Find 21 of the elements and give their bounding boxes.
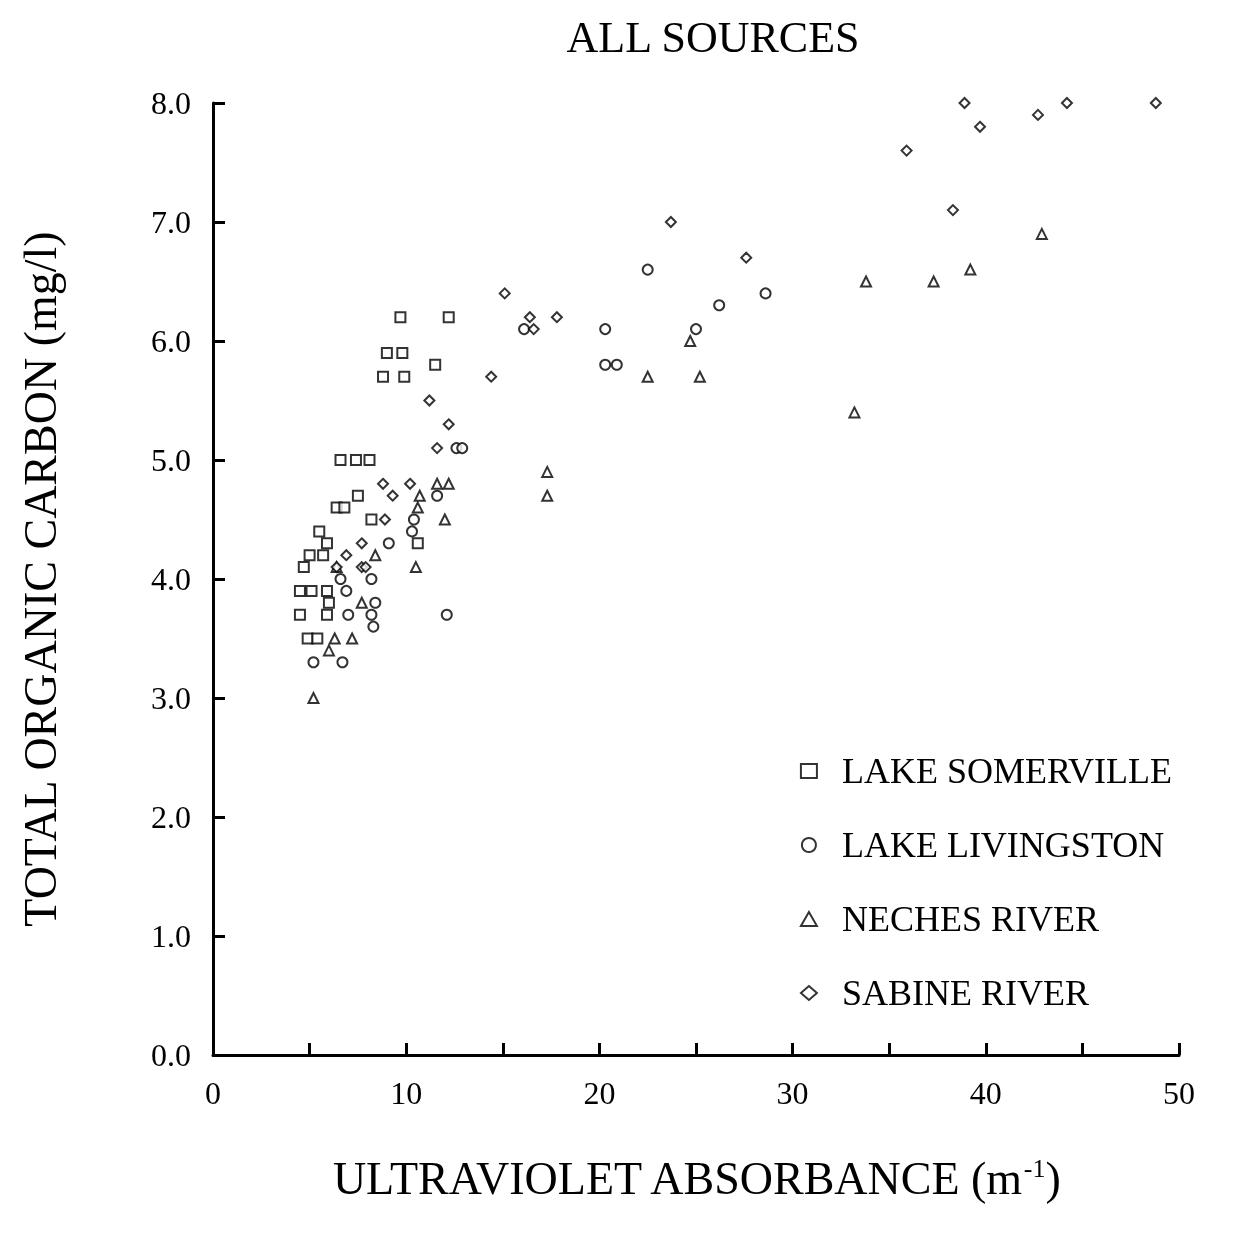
legend-label: LAKE LIVINGSTON bbox=[841, 825, 1165, 865]
y-tick-label: 0.0 bbox=[151, 1037, 191, 1073]
x-tick-label: 30 bbox=[776, 1075, 809, 1111]
legend-label: NECHES RIVER bbox=[841, 899, 1099, 939]
y-tick-label: 7.0 bbox=[151, 204, 191, 240]
y-tick-label: 3.0 bbox=[151, 680, 191, 716]
y-tick-label: 4.0 bbox=[151, 561, 191, 597]
y-tick-label: 2.0 bbox=[151, 799, 191, 835]
y-tick-label: 5.0 bbox=[151, 442, 191, 478]
x-tick-label: 20 bbox=[583, 1075, 616, 1111]
x-tick-label: 0 bbox=[205, 1075, 221, 1111]
y-tick-label: 1.0 bbox=[151, 918, 191, 954]
chart-title: ALL SOURCES bbox=[566, 12, 860, 62]
x-tick-label: 40 bbox=[969, 1075, 1002, 1111]
x-tick-label: 10 bbox=[390, 1075, 423, 1111]
legend-label: SABINE RIVER bbox=[841, 973, 1089, 1013]
y-tick-label: 6.0 bbox=[151, 323, 191, 359]
y-axis-title: TOTAL ORGANIC CARBON (mg/l) bbox=[14, 231, 66, 927]
y-tick-label: 8.0 bbox=[151, 85, 191, 121]
x-tick-label: 50 bbox=[1163, 1075, 1195, 1111]
legend-label: LAKE SOMERVILLE bbox=[841, 751, 1173, 791]
